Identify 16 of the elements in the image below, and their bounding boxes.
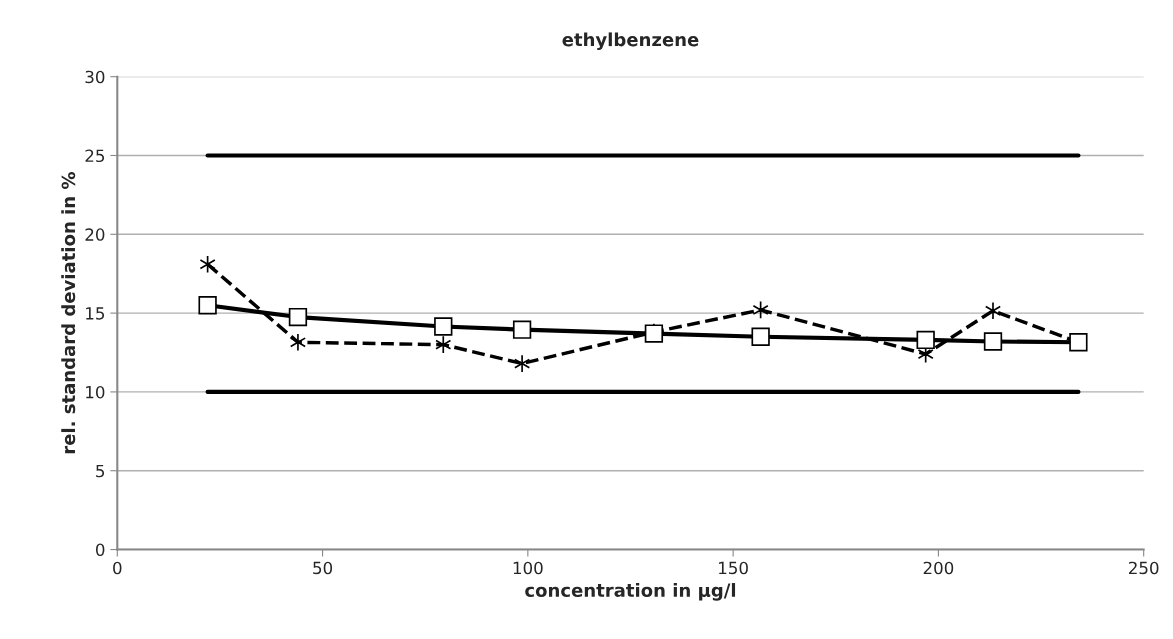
y-tick-label: 10: [86, 385, 105, 399]
x-tick-label: 200: [923, 561, 954, 575]
y-tick-label: 0: [95, 543, 105, 557]
y-axis-title: rel. standard deviation in %: [61, 172, 76, 454]
x-axis-title: concentration in µg/l: [525, 583, 736, 601]
y-tick-label: 5: [96, 464, 105, 478]
y-tick-label: 15: [86, 307, 105, 320]
x-tick-label: 100: [513, 561, 543, 575]
y-tick-label: 30: [85, 70, 105, 84]
x-tick-label: 150: [719, 561, 748, 575]
chart-title: ethylbenzene: [562, 32, 699, 51]
y-tick-label: 25: [85, 149, 105, 163]
x-tick-label: 0: [113, 561, 122, 575]
y-tick-label: 20: [85, 228, 105, 241]
x-tick-label: 250: [1128, 561, 1159, 575]
x-tick-label: 50: [313, 561, 333, 575]
